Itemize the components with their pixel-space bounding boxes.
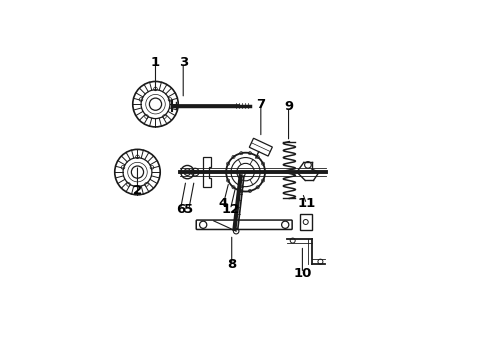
Text: 9: 9: [284, 100, 293, 113]
Text: 2: 2: [133, 184, 142, 197]
Text: 11: 11: [297, 198, 316, 211]
Text: 5: 5: [184, 203, 194, 216]
Text: 8: 8: [227, 258, 236, 271]
Text: 3: 3: [178, 56, 188, 69]
Text: 12: 12: [221, 203, 240, 216]
Text: 4: 4: [219, 198, 228, 211]
Text: 7: 7: [256, 98, 266, 111]
Text: 10: 10: [293, 267, 312, 280]
Text: 1: 1: [151, 56, 160, 69]
Text: 6: 6: [176, 203, 185, 216]
